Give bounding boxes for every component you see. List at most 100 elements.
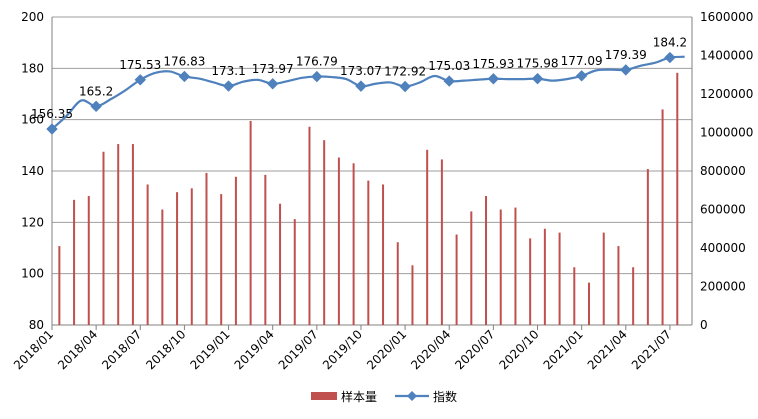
y-left-tick-label: 200 [21, 10, 44, 24]
x-tick-label: 2019/10 [320, 327, 365, 372]
index-marker-2020/04 [443, 75, 455, 87]
y-right-tick-label: 800000 [700, 164, 746, 178]
bar-sample-2018/05 [117, 144, 120, 325]
index-data-label: 175.03 [428, 59, 470, 73]
bar-sample-2020/06 [485, 196, 488, 325]
bar-sample-2018/02 [73, 199, 76, 325]
bar-sample-2019/08 [337, 157, 340, 325]
bar-sample-2018/09 [176, 192, 179, 325]
legend-marker-index [407, 391, 417, 401]
x-tick-label: 2018/07 [99, 327, 144, 372]
index-marker-2018/04 [90, 100, 102, 113]
bar-sample-2020/05 [470, 211, 473, 325]
bar-sample-2019/01 [234, 176, 237, 325]
index-marker-2021/01 [575, 70, 588, 82]
index-data-label: 173.97 [252, 62, 294, 76]
index-marker-2020/10 [531, 72, 544, 85]
index-marker-2021/07 [664, 51, 676, 64]
bar-sample-2018/06 [131, 144, 134, 325]
y-left-tick-label: 180 [21, 61, 44, 75]
index-marker-2018/10 [178, 70, 191, 83]
bar-sample-2019/09 [352, 163, 355, 325]
bar-sample-2020/07 [499, 209, 502, 325]
bar-sample-2019/12 [396, 242, 399, 325]
bar-sample-2018/01 [58, 246, 61, 325]
x-tick-label: 2021/07 [629, 327, 674, 372]
bar-sample-2021/01 [588, 282, 591, 325]
index-data-label: 177.09 [561, 54, 603, 68]
bar-sample-2019/05 [293, 219, 296, 325]
index-marker-2019/04 [266, 78, 279, 90]
bar-sample-2019/06 [308, 126, 311, 325]
index-data-label: 179.39 [605, 48, 647, 62]
y-left-tick-label: 120 [21, 215, 44, 229]
bar-sample-2021/06 [661, 109, 664, 326]
y-right-tick-label: 1000000 [700, 126, 753, 140]
y-right-tick-label: 0 [700, 318, 708, 332]
y-left-tick-label: 80 [29, 318, 44, 332]
legend-label-sample: 样本量 [341, 389, 377, 404]
y-right-tick-label: 600000 [700, 203, 746, 217]
bar-sample-2020/01 [411, 265, 414, 325]
index-marker-2020/01 [399, 80, 411, 93]
y-right-tick-label: 400000 [700, 241, 746, 255]
x-tick-label: 2019/01 [188, 327, 233, 372]
bar-sample-2019/02 [249, 120, 252, 325]
bar-sample-2019/11 [382, 184, 385, 325]
x-tick-label: 2019/04 [232, 327, 277, 372]
y-right-tick-label: 1400000 [700, 49, 753, 63]
index-data-label: 156.35 [31, 107, 73, 121]
bar-sample-2020/03 [440, 159, 443, 325]
bar-sample-2021/03 [617, 246, 620, 325]
bar-sample-2020/12 [573, 267, 576, 325]
x-tick-label: 2020/10 [496, 327, 541, 372]
x-tick-label: 2018/04 [55, 327, 100, 372]
index-marker-2018/07 [134, 74, 146, 86]
bar-sample-2019/07 [323, 140, 326, 325]
y-right-tick-label: 1600000 [700, 10, 753, 24]
bar-sample-2021/05 [646, 169, 649, 325]
legend: 样本量 指数 [311, 389, 457, 404]
x-tick-label: 2021/04 [585, 327, 630, 372]
y-left-tick-label: 140 [21, 164, 44, 178]
y-left-tick-label: 100 [21, 267, 44, 281]
bar-sample-2018/04 [102, 151, 105, 325]
x-tick-label: 2018/01 [11, 327, 56, 372]
x-tick-label: 2018/10 [143, 327, 188, 372]
index-data-label: 175.93 [472, 57, 514, 71]
index-marker-2020/07 [487, 73, 500, 85]
x-tick-label: 2021/01 [541, 327, 586, 372]
bar-sample-2020/11 [558, 232, 561, 325]
bar-sample-2018/12 [220, 194, 223, 325]
bar-sample-2018/07 [146, 184, 149, 325]
index-marker-2021/04 [620, 64, 632, 76]
y-right-tick-label: 200000 [700, 280, 746, 294]
bar-sample-2018/10 [190, 188, 193, 325]
bar-sample-2020/08 [514, 207, 517, 325]
x-tick-label: 2020/01 [364, 327, 409, 372]
x-tick-label: 2020/04 [408, 327, 453, 372]
bar-sample-2020/02 [426, 149, 429, 325]
bar-sample-2018/03 [87, 196, 90, 325]
index-marker-2019/01 [222, 80, 235, 92]
bar-sample-2021/02 [602, 232, 605, 325]
legend-label-index: 指数 [433, 389, 457, 404]
index-data-label: 176.83 [163, 54, 205, 68]
index-marker-2018/01 [46, 123, 58, 135]
bar-sample-2021/04 [632, 267, 635, 325]
bar-sample-2020/04 [455, 234, 458, 325]
index-data-label: 165.2 [79, 84, 113, 98]
bar-sample-2019/03 [264, 174, 267, 325]
bar-sample-2021/07 [676, 72, 679, 325]
x-tick-label: 2020/07 [452, 327, 497, 372]
index-data-label: 173.1 [211, 64, 245, 78]
index-data-label: 172.92 [384, 65, 426, 79]
legend-swatch-sample [311, 392, 337, 400]
bar-sample-2020/10 [543, 228, 546, 325]
index-marker-2019/07 [311, 70, 323, 83]
index-data-label: 175.98 [517, 57, 559, 71]
x-tick-label: 2019/07 [276, 327, 321, 372]
index-data-label: 175.53 [119, 58, 161, 72]
